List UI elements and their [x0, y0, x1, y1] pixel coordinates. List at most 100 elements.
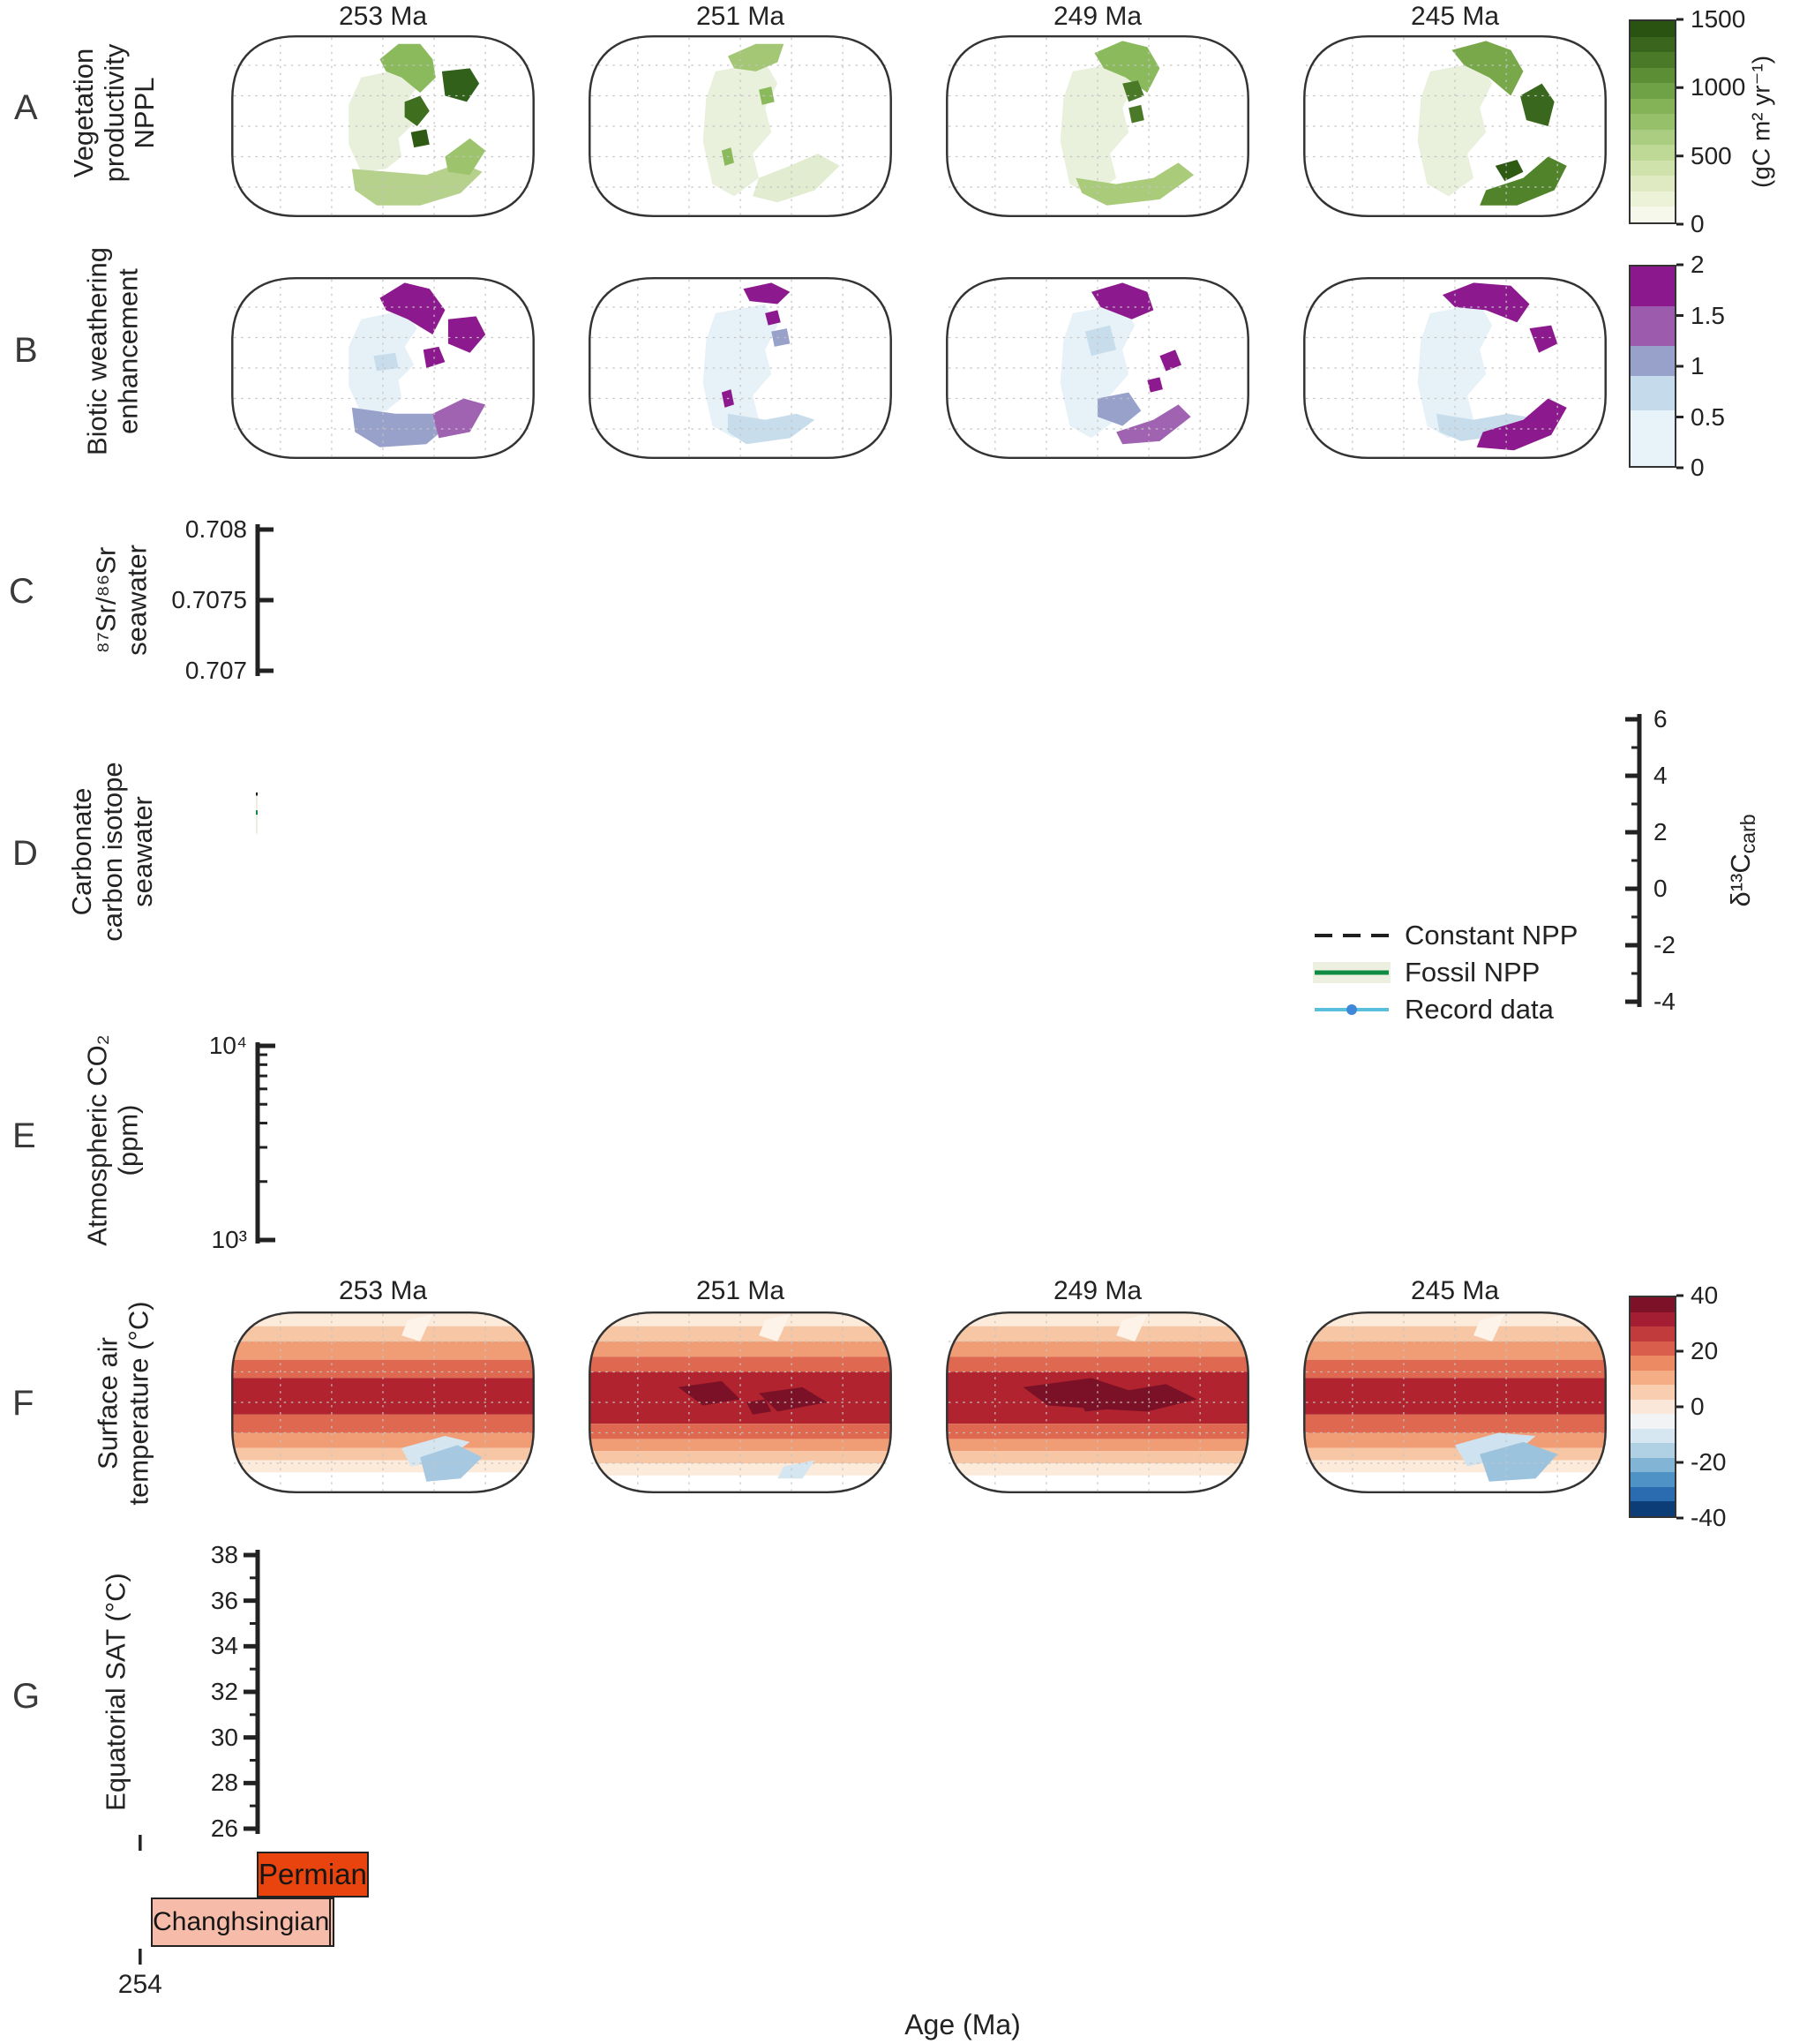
y-tick-label: 10⁴ [208, 1032, 247, 1059]
row-label-vegetation-npp: Vegetation productivity NPPL [67, 43, 161, 183]
legend-swatch-dot-line [1315, 1004, 1389, 1015]
map-patch [678, 1380, 740, 1406]
map-patch [1098, 392, 1142, 426]
timescale-label: Changhsingian [153, 1907, 330, 1936]
map-patch [420, 1445, 483, 1482]
colorbar-tick-label: 20 [1691, 1337, 1719, 1364]
map-patch [1495, 159, 1524, 182]
map-patch [1473, 1313, 1505, 1341]
d13c-main: δ¹³C [1725, 853, 1756, 907]
timescale-permian: Permian [257, 1852, 369, 1897]
colorbar-segment [1631, 160, 1675, 177]
map-patch [1084, 325, 1117, 357]
colorbar-segment [1631, 21, 1675, 37]
map-patch [1128, 104, 1144, 124]
map-patch [1023, 1378, 1197, 1412]
y-tick-label: 38 [210, 1541, 238, 1568]
axis-label-d13c-carb: δ¹³Ccarb [1725, 814, 1760, 906]
map-patch [351, 162, 483, 206]
row-label-carbonate-c13: Carbonate carbon isotope seawater [65, 762, 159, 942]
map-patch [753, 154, 840, 203]
panel-f-map [228, 1308, 538, 1497]
panel-letter-c: C [9, 572, 34, 611]
map-patch [1091, 282, 1154, 319]
y-tick-label: 34 [210, 1632, 238, 1660]
map-title: 253 Ma [338, 2, 428, 31]
panel-a-map [585, 32, 896, 221]
colorbar-tick-label: 1500 [1691, 5, 1746, 33]
y-tick-label: 0.7075 [171, 586, 247, 613]
map-patch [445, 138, 486, 176]
y-tick-label: 10³ [211, 1226, 247, 1253]
colorbar-segment [1631, 145, 1675, 161]
y-tick-label: 30 [210, 1723, 238, 1751]
colorbar-segment [1631, 1370, 1675, 1386]
map-title: 249 Ma [1053, 2, 1143, 31]
y-tick-label: 36 [210, 1586, 238, 1614]
timescale-changhsingian: Changhsingian [151, 1897, 332, 1947]
y-tick-label: 2 [1653, 818, 1668, 845]
colorbar-segment [1631, 191, 1675, 207]
colorbar-temperature [1629, 1296, 1676, 1518]
map-patch [759, 86, 775, 105]
map-patch [777, 1460, 815, 1479]
panel-f-map [585, 1308, 896, 1497]
legend-label: Fossil NPP [1405, 957, 1541, 988]
colorbar-segment [1631, 267, 1675, 307]
colorbar-segment [1631, 306, 1675, 347]
map-patch [1116, 404, 1191, 445]
colorbar-segment [1631, 1341, 1675, 1356]
panel-b-map [228, 274, 538, 462]
map-patch [401, 1435, 470, 1467]
y-tick-label: 0.707 [184, 657, 247, 684]
colorbar-segment [1631, 1457, 1675, 1473]
colorbar-segment [1631, 376, 1675, 410]
legend-label: Constant NPP [1405, 920, 1578, 951]
map-patch [1480, 1441, 1558, 1482]
map-patch [441, 68, 480, 102]
x-axis-title: Age (Ma) [904, 2009, 1021, 2040]
map-patch [379, 43, 436, 94]
colorbar-tick-label: 40 [1691, 1281, 1719, 1309]
panel-f-map [942, 1308, 1253, 1497]
map-patch [1078, 1396, 1117, 1412]
map-patch [765, 310, 781, 326]
map-patch [1094, 41, 1160, 94]
map-title: 251 Ma [695, 2, 785, 31]
map-patch [743, 282, 791, 304]
legend-item-fossil-npp: Fossil NPP [1313, 957, 1540, 988]
y-tick-label: -4 [1653, 988, 1676, 1015]
x-tick-label: 254 [117, 1970, 162, 1999]
legend-swatch-band-line [1313, 962, 1391, 983]
panel-b-map [942, 274, 1253, 462]
colorbar-segment [1631, 1443, 1675, 1458]
panel-letter-a: A [14, 88, 38, 127]
map-patch [1122, 80, 1144, 102]
colorbar-segment [1631, 1472, 1675, 1487]
colorbar-segment [1631, 36, 1675, 53]
map-patch [373, 352, 399, 372]
map-patch [410, 129, 430, 148]
colorbar-tick-label: 1.5 [1691, 301, 1725, 329]
y-tick-label: 4 [1653, 762, 1668, 789]
panel-letter-e: E [12, 1116, 36, 1155]
colorbar-segment [1631, 114, 1675, 130]
legend-item-record-data: Record data [1313, 994, 1554, 1026]
colorbar-segment [1631, 410, 1675, 467]
panel-letter-g: G [12, 1677, 41, 1716]
d13c-sub: carb [1736, 814, 1759, 854]
map-title: 251 Ma [695, 1276, 785, 1305]
panel-letter-f: F [12, 1384, 34, 1423]
colorbar-segment [1631, 1356, 1675, 1371]
map-title: 253 Ma [338, 1276, 428, 1305]
map-title: 245 Ma [1410, 2, 1500, 31]
colorbar-tick-label: 0 [1691, 210, 1705, 237]
panel-b-map [1300, 274, 1610, 462]
timescale-label: Permian [259, 1858, 367, 1890]
colorbar-npp [1629, 19, 1676, 224]
y-tick-label: 6 [1653, 705, 1668, 733]
colorbar-segment [1631, 1399, 1675, 1415]
colorbar-weathering [1629, 265, 1676, 468]
colorbar-segment [1631, 1414, 1675, 1429]
